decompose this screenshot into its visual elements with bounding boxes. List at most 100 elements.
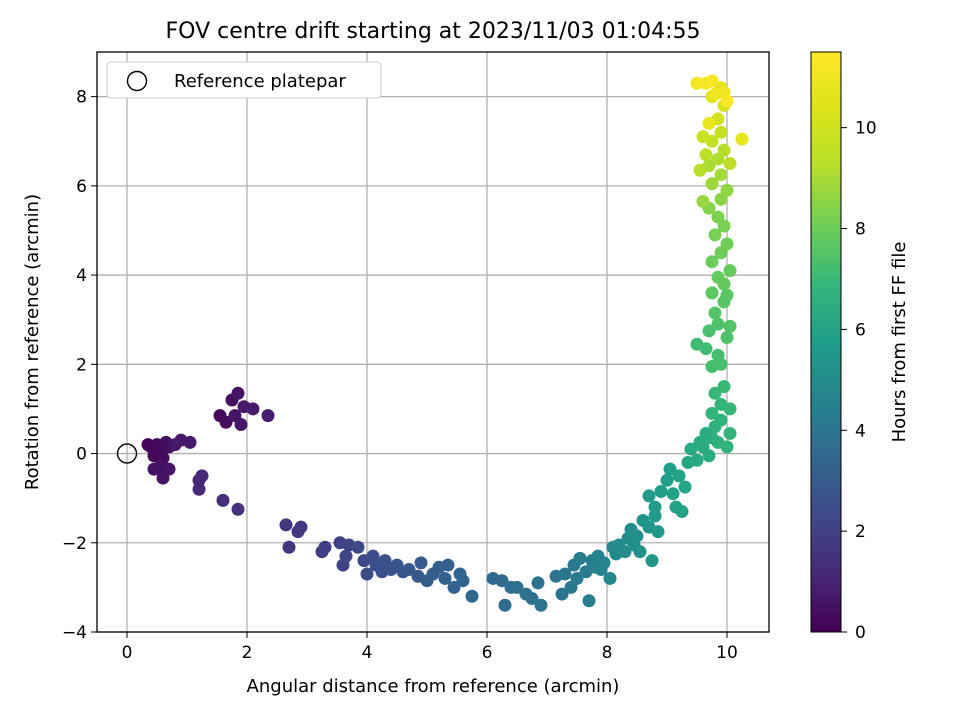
data-point (720, 288, 734, 302)
data-point (534, 598, 548, 612)
data-point (645, 554, 659, 568)
data-point (603, 571, 617, 585)
legend-box (106, 61, 382, 99)
data-point (456, 574, 470, 588)
data-point (684, 442, 698, 456)
y-tick-label: −2 (62, 534, 87, 554)
data-point (699, 148, 713, 162)
data-point (618, 545, 632, 559)
data-point (717, 380, 731, 394)
data-point (339, 549, 353, 563)
data-point (195, 469, 209, 483)
data-point (702, 116, 716, 130)
x-axis-ticks: 0 2 4 6 8 10 (122, 632, 738, 663)
data-point (663, 462, 677, 476)
data-point (720, 237, 734, 251)
data-point (558, 567, 572, 581)
data-point (231, 502, 245, 516)
data-point (699, 342, 713, 356)
x-tick-label: 0 (122, 643, 133, 663)
data-point (633, 545, 647, 559)
data-point (720, 94, 734, 108)
data-point (723, 319, 737, 333)
data-point (723, 402, 737, 416)
data-point (711, 210, 725, 224)
data-point (447, 580, 461, 594)
data-point (525, 592, 539, 606)
data-point (147, 462, 161, 476)
data-point (294, 520, 308, 534)
x-tick-label: 6 (482, 643, 493, 663)
data-point (162, 462, 176, 476)
data-point (360, 567, 374, 581)
data-points (141, 74, 749, 612)
colorbar-tick-label: 6 (855, 320, 866, 340)
data-point (723, 157, 737, 171)
colorbar (810, 51, 842, 633)
colorbar-label: Hours from first FF file (889, 242, 910, 443)
y-tick-label: 2 (76, 355, 87, 375)
data-point (441, 558, 455, 572)
data-point (714, 413, 728, 427)
data-point (261, 409, 275, 423)
data-point (495, 574, 509, 588)
data-point (531, 576, 545, 590)
x-tick-label: 2 (242, 643, 253, 663)
data-point (570, 571, 584, 585)
data-point (318, 540, 332, 554)
y-tick-label: 6 (76, 177, 87, 197)
data-point (660, 473, 674, 487)
data-point (279, 518, 293, 532)
x-tick-label: 4 (362, 643, 373, 663)
data-point (705, 406, 719, 420)
data-point (714, 125, 728, 139)
y-axis-ticks: −4 −2 0 2 4 6 8 (62, 88, 97, 643)
data-point (672, 469, 686, 483)
data-point (642, 489, 656, 503)
data-point (678, 480, 692, 494)
data-point (582, 594, 596, 608)
colorbar-tick-label: 2 (855, 522, 866, 542)
data-point (690, 453, 704, 467)
x-tick-label: 10 (716, 643, 738, 663)
data-point (675, 505, 689, 519)
data-point (573, 551, 587, 565)
data-point (708, 386, 722, 400)
data-point (183, 435, 197, 449)
data-point (717, 143, 731, 157)
y-axis-label: Rotation from reference (arcmin) (22, 194, 43, 490)
legend-reference-marker (126, 70, 148, 92)
colorbar-tick-label: 4 (855, 421, 866, 441)
data-point (555, 587, 569, 601)
colorbar-tick-label: 8 (855, 220, 866, 240)
data-point (705, 286, 719, 300)
data-point (705, 255, 719, 269)
data-point (438, 571, 452, 585)
data-point (717, 277, 731, 291)
data-point (216, 493, 230, 507)
plot-frame (96, 51, 770, 633)
data-point (723, 426, 737, 440)
data-point (654, 484, 668, 498)
data-point (666, 487, 680, 501)
data-point (690, 76, 704, 90)
data-point (708, 306, 722, 320)
reference-platepar-point (116, 443, 138, 464)
data-point (705, 177, 719, 191)
data-point (630, 529, 644, 543)
data-point (705, 74, 719, 88)
data-point (246, 402, 260, 416)
chart-title: FOV centre drift starting at 2023/11/03 … (166, 19, 701, 44)
colorbar-tick-label: 10 (855, 119, 877, 139)
data-point (414, 556, 428, 570)
data-point (219, 415, 233, 429)
data-point (720, 331, 734, 345)
colorbar-ticks: 0 2 4 6 8 10 (841, 119, 877, 643)
y-tick-label: 8 (76, 88, 87, 108)
data-point (498, 598, 512, 612)
data-point (351, 540, 365, 554)
y-tick-label: 0 (76, 445, 87, 465)
reference-marker (116, 443, 138, 464)
data-point (597, 556, 611, 570)
